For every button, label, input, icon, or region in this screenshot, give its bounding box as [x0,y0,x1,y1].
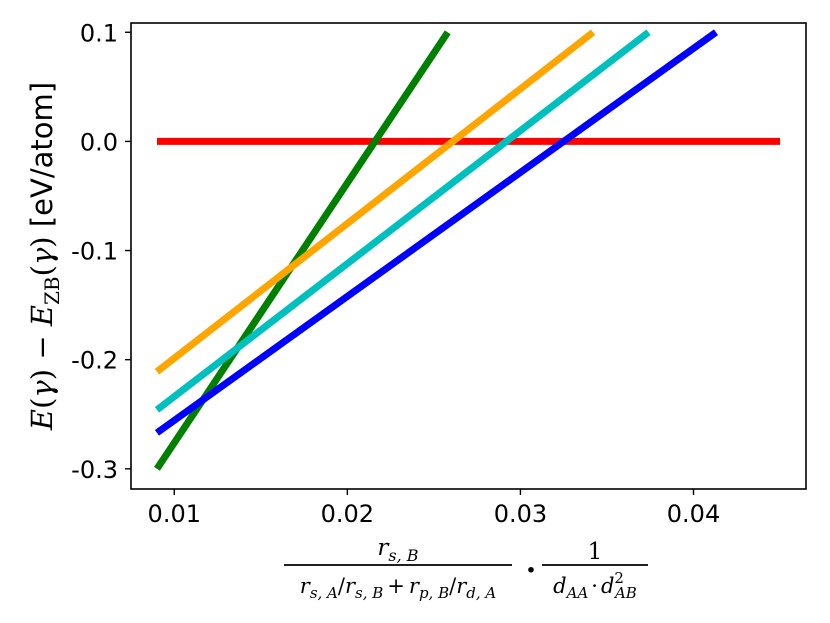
x-label-denominator-2: dAA · d2 AB [553,569,637,602]
x-label-numerator-1: rs, B [377,535,418,565]
y-axis-label: E(γ) − EZB(γ) [eV/atom] [25,82,64,431]
series-line-3 [154,29,596,375]
x-label-denominator-1: rs, A/rs, B + rp, B/rd, A [300,574,497,602]
x-axis-label: rs, B rs, A/rs, B + rp, B/rd, A · 1 dAA · d2… [284,535,648,602]
series-line-4 [154,29,651,413]
y-tick-label-1: 0.1 [80,19,118,47]
ticks-layer: 0.01 0.02 0.03 0.04 0.1 0.0 -0.1 -0.2 -0.3 [71,19,720,528]
x-tick-label-2: 0.02 [321,500,374,528]
series-layer [154,29,781,471]
plot-frame [130,22,807,490]
x-label-dot: · [526,553,536,588]
y-tick-label-4: -0.2 [71,347,118,375]
y-tick-label-3: -0.1 [71,238,118,266]
x-label-numerator-2: 1 [588,539,603,565]
series-line-5 [154,29,719,436]
y-tick-label-5: -0.3 [71,456,118,484]
x-tick-label-3: 0.03 [494,500,547,528]
x-tick-label-4: 0.04 [667,500,720,528]
y-tick-label-2: 0.0 [80,128,118,156]
x-tick-label-1: 0.01 [148,500,201,528]
